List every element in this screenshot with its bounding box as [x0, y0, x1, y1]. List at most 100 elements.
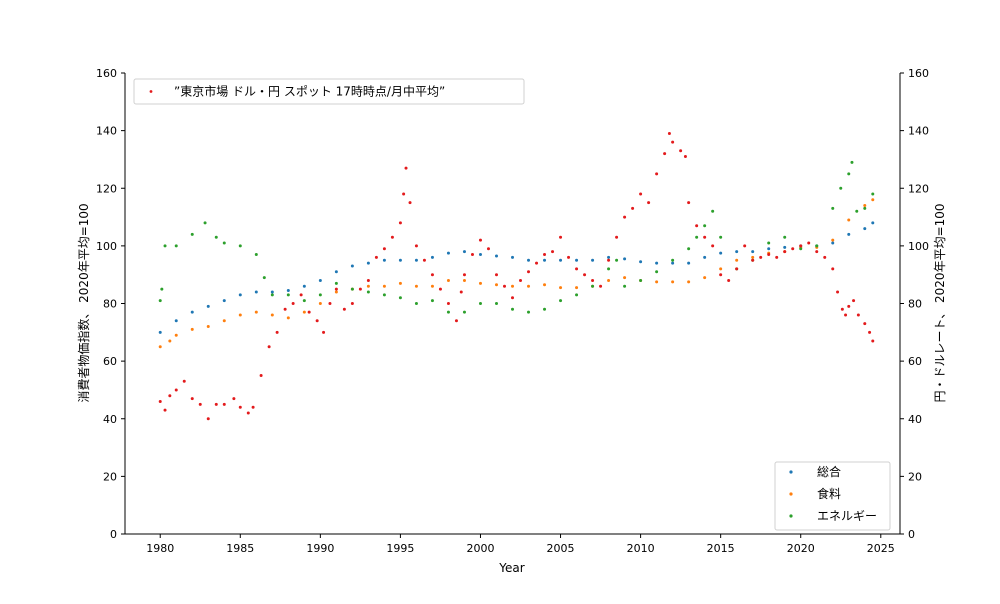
left-y-tick-label: 100	[96, 240, 117, 253]
data-point	[623, 215, 627, 219]
x-tick-label: 1990	[306, 542, 334, 555]
data-point	[459, 290, 463, 294]
data-point	[783, 250, 787, 254]
data-point	[519, 278, 523, 282]
data-point	[302, 310, 306, 314]
data-point	[494, 254, 498, 258]
x-axis-label: Year	[498, 561, 524, 575]
data-point	[831, 267, 835, 271]
data-point	[799, 247, 803, 251]
data-point	[631, 206, 635, 210]
data-point	[446, 302, 450, 305]
data-point	[655, 261, 659, 265]
data-point	[430, 255, 434, 259]
right-y-axis-label: 円・ドルレート、 2020年平均=100	[933, 203, 947, 402]
data-point	[222, 402, 226, 406]
data-point	[486, 247, 490, 251]
data-point	[462, 250, 466, 254]
data-point	[398, 221, 402, 225]
data-point	[366, 284, 370, 288]
data-point	[494, 283, 498, 287]
data-point	[307, 310, 311, 314]
right-y-tick-label: 100	[908, 240, 929, 253]
data-point	[158, 345, 162, 349]
data-point	[462, 310, 466, 314]
data-point	[735, 258, 739, 262]
data-point	[158, 330, 162, 334]
data-point	[190, 327, 194, 331]
data-point	[270, 293, 274, 297]
data-point	[438, 287, 442, 291]
data-point	[847, 172, 851, 176]
data-point	[703, 224, 707, 228]
series-energy	[158, 160, 875, 314]
data-point	[398, 281, 402, 285]
data-point	[535, 261, 539, 265]
data-point	[283, 307, 287, 311]
data-point	[382, 247, 386, 251]
data-point	[430, 273, 434, 277]
data-point	[767, 247, 771, 251]
legend-marker-energy	[789, 514, 793, 518]
legend-label-usdjpy: ”東京市場 ドル・円 スポット 17時時点/月中平均”	[174, 84, 445, 99]
data-point	[559, 258, 563, 262]
data-point	[494, 302, 498, 305]
data-point	[751, 258, 755, 262]
right-y-tick-label: 20	[908, 470, 922, 483]
data-point	[527, 258, 531, 262]
data-point	[334, 290, 338, 294]
data-point	[847, 218, 851, 222]
data-point	[404, 166, 408, 170]
data-point	[871, 221, 875, 225]
data-point	[206, 417, 210, 421]
data-point	[551, 250, 555, 254]
data-point	[328, 302, 332, 305]
data-point	[168, 394, 172, 398]
data-point	[414, 244, 418, 248]
left-y-tick-label: 120	[96, 182, 117, 195]
right-y-tick-label: 120	[908, 182, 929, 195]
data-point	[703, 255, 707, 259]
data-point	[478, 281, 482, 285]
data-point	[711, 244, 715, 248]
data-point	[871, 192, 875, 196]
data-point	[791, 247, 795, 251]
data-point	[751, 250, 755, 254]
data-point	[262, 276, 266, 280]
data-point	[711, 209, 715, 213]
data-point	[302, 299, 306, 303]
data-point	[222, 299, 226, 303]
data-point	[275, 330, 279, 334]
x-tick-label: 1980	[146, 542, 174, 555]
data-point	[190, 310, 194, 314]
legend-marker-shokuryo	[789, 492, 793, 496]
data-point	[591, 258, 595, 262]
data-point	[190, 232, 194, 236]
data-point	[719, 235, 723, 239]
data-point	[823, 255, 827, 259]
data-point	[511, 255, 514, 259]
data-point	[222, 241, 226, 245]
data-point	[655, 172, 659, 176]
data-point	[478, 238, 482, 242]
data-point	[267, 345, 271, 349]
data-point	[206, 325, 210, 329]
data-point	[623, 276, 627, 280]
data-point	[615, 235, 619, 239]
data-point	[799, 244, 803, 248]
data-point	[160, 287, 164, 291]
legend-top-left: ”東京市場 ドル・円 スポット 17時時点/月中平均”	[133, 78, 525, 105]
data-point	[847, 232, 851, 236]
data-point	[856, 313, 860, 317]
data-point	[559, 235, 563, 239]
data-point	[299, 293, 303, 297]
data-point	[775, 255, 779, 259]
right-y-tick-label: 140	[908, 125, 929, 138]
x-tick-label: 2020	[787, 542, 815, 555]
left-y-tick-label: 40	[103, 413, 117, 426]
data-point	[863, 206, 867, 210]
data-point	[318, 302, 322, 305]
data-point	[527, 284, 531, 288]
left-y-tick-label: 160	[96, 67, 117, 80]
data-point	[163, 408, 167, 412]
